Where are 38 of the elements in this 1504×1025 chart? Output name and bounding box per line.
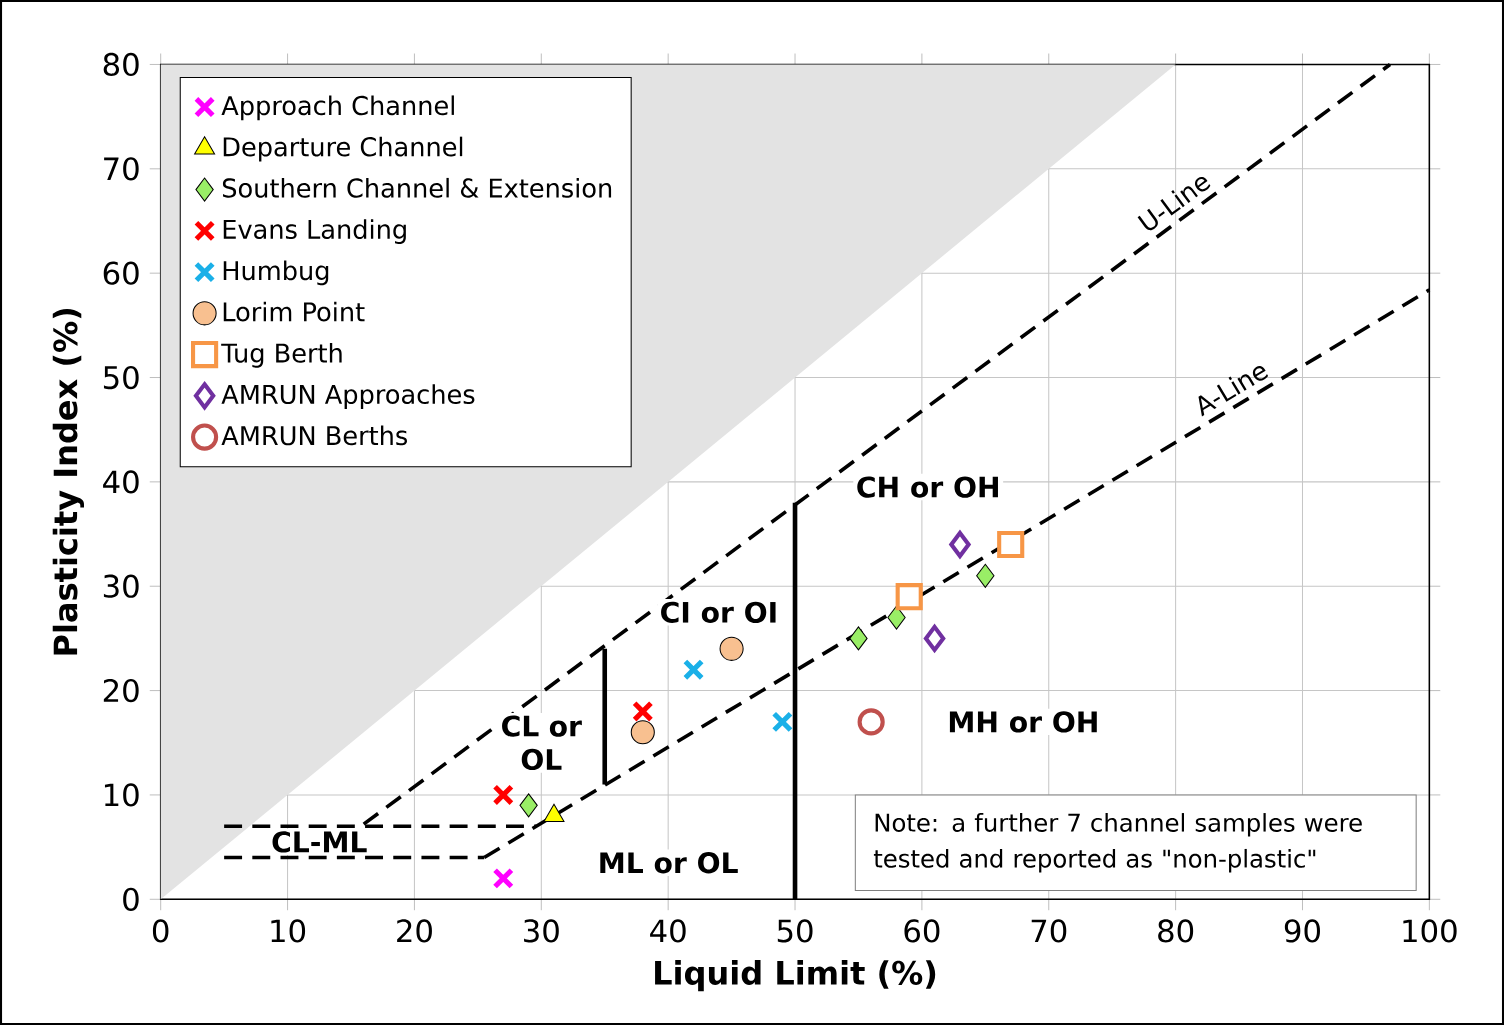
annotation: CL or OL bbox=[502, 715, 582, 771]
legend-label: AMRUN Berths bbox=[221, 425, 407, 446]
y-tick-label: 10 bbox=[104, 783, 139, 807]
x-tick-label: 90 bbox=[1284, 919, 1320, 943]
y-tick-label: 50 bbox=[103, 365, 139, 390]
x-tick-label: 40 bbox=[650, 919, 686, 943]
x-tick-label: 50 bbox=[777, 919, 813, 943]
x-tick-label: 10 bbox=[271, 919, 306, 943]
legend-label: Southern Channel & Extension bbox=[222, 177, 612, 198]
x-tick-label: 60 bbox=[904, 919, 940, 943]
legend-label: Humbug bbox=[223, 260, 329, 286]
legend-label: Lorim Point bbox=[223, 301, 365, 322]
y-tick-label: 20 bbox=[103, 678, 139, 703]
annotation: CI or OI bbox=[661, 601, 776, 623]
x-tick-label: 70 bbox=[1031, 919, 1067, 943]
legend-label: Tug Berth bbox=[221, 342, 342, 368]
y-tick-label: 60 bbox=[103, 261, 139, 285]
y-tick-label: 0 bbox=[123, 887, 139, 911]
x-axis-title: Liquid Limit (%) bbox=[655, 960, 936, 992]
annotation: MH or OH bbox=[949, 711, 1097, 733]
y-tick-label: 80 bbox=[103, 52, 139, 77]
x-tick-label: 30 bbox=[524, 919, 559, 943]
legend-label: Evans Landing bbox=[223, 219, 406, 244]
legend-label: Departure Channel bbox=[223, 136, 463, 162]
legend-label: AMRUN Approaches bbox=[221, 384, 475, 409]
annotation: CL-ML bbox=[272, 831, 367, 853]
x-tick-label: 20 bbox=[397, 919, 432, 943]
x-tick-label: 100 bbox=[1403, 919, 1457, 943]
y-tick-label: 30 bbox=[103, 574, 139, 598]
x-tick-label: 0 bbox=[152, 919, 169, 943]
x-tick-label: 80 bbox=[1158, 919, 1194, 943]
y-tick-label: 70 bbox=[104, 157, 139, 181]
legend-label: Approach Channel bbox=[221, 95, 454, 121]
y-axis-title: Plasticity Index (%) bbox=[52, 308, 84, 655]
y-tick-label: 40 bbox=[103, 470, 139, 494]
annotation: CH or OH bbox=[857, 476, 998, 498]
annotation: ML or OL bbox=[600, 852, 738, 874]
annotation: Note: a further 7 channel samples were tested and reported as "non-plastic" bbox=[873, 813, 1362, 873]
